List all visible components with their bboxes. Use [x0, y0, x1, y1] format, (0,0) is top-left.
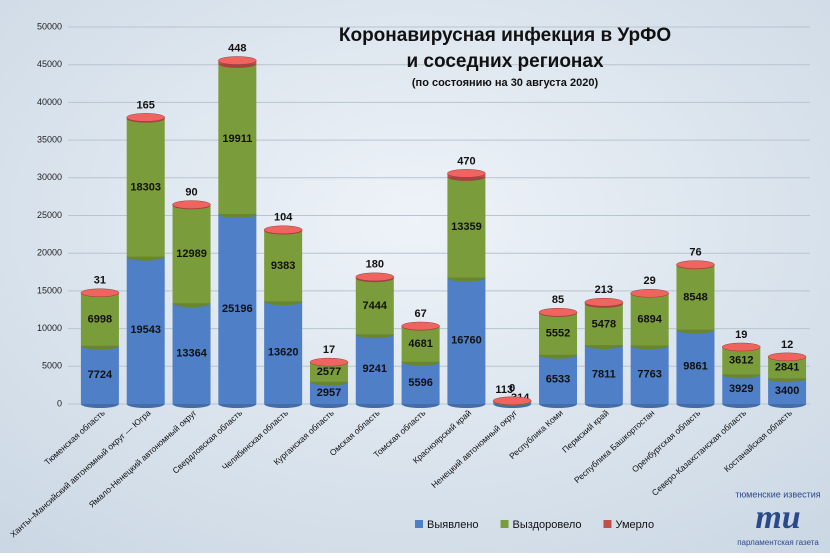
cylinder-cap: [676, 261, 714, 269]
value-label: 3929: [729, 383, 753, 395]
value-label: 180: [366, 259, 384, 271]
y-tick-label: 0: [57, 398, 62, 408]
legend-label: Выявлено: [427, 519, 479, 531]
y-tick-label: 25000: [37, 210, 62, 220]
cylinder-cap: [218, 57, 256, 65]
value-label: 9861: [683, 361, 707, 373]
value-label: 104: [274, 212, 293, 224]
value-label: 6533: [546, 373, 570, 385]
value-label: 13364: [176, 348, 207, 360]
cylinder-cap: [81, 289, 119, 297]
y-tick-label: 15000: [37, 285, 62, 295]
value-label: 3612: [729, 355, 753, 367]
value-label: 7811: [592, 368, 616, 380]
value-label: 19: [735, 329, 747, 341]
value-label: 90: [185, 187, 197, 199]
cylinder-cap: [173, 201, 211, 209]
value-label: 19543: [130, 324, 161, 336]
chart-title: Коронавирусная инфекция в УрФО: [339, 25, 671, 46]
value-label: 19911: [222, 133, 252, 145]
value-label: 7444: [363, 300, 388, 312]
cylinder-cap: [768, 353, 806, 361]
value-label: 2841: [775, 362, 799, 374]
y-tick-label: 50000: [37, 21, 62, 31]
value-label: 13620: [268, 347, 299, 359]
value-label: 25196: [222, 303, 253, 315]
cylinder-cap: [722, 343, 760, 351]
chart-title: и соседних регионах: [406, 51, 603, 72]
y-tick-label: 35000: [37, 134, 62, 144]
chart-subtitle: (по состоянию на 30 августа 2020): [412, 77, 599, 89]
value-label: 9241: [363, 363, 387, 375]
value-label: 5552: [546, 328, 570, 340]
value-label: 3400: [775, 385, 799, 397]
y-tick-label: 20000: [37, 248, 62, 258]
cylinder-cap: [310, 358, 348, 366]
logo-mark: ти: [755, 499, 800, 536]
cylinder-cap: [493, 397, 531, 405]
value-label: 16760: [451, 335, 482, 347]
cylinder-cap: [264, 226, 302, 234]
value-label: 12989: [176, 248, 207, 260]
value-label: 17: [323, 344, 335, 356]
value-label: 29: [644, 275, 656, 287]
value-label: 470: [457, 155, 475, 167]
legend-swatch: [415, 520, 423, 528]
y-tick-label: 45000: [37, 59, 62, 69]
y-tick-label: 30000: [37, 172, 62, 182]
value-label: 7763: [637, 369, 661, 381]
value-label: 5596: [408, 377, 432, 389]
value-label: 31: [94, 275, 106, 287]
logo-bottom: парламентская газета: [737, 538, 819, 547]
value-label: 2577: [317, 366, 341, 378]
value-label: 165: [137, 99, 155, 111]
cylinder-cap: [539, 308, 577, 316]
value-label: 6998: [88, 313, 112, 325]
value-label: 67: [414, 308, 426, 320]
legend-label: Умерло: [615, 519, 654, 531]
value-label: 9383: [271, 260, 295, 272]
value-label: 4681: [408, 338, 432, 350]
value-label: 0: [509, 383, 515, 395]
y-tick-label: 40000: [37, 97, 62, 107]
legend-swatch: [603, 520, 611, 528]
value-label: 85: [552, 294, 564, 306]
value-label: 6894: [637, 313, 662, 325]
value-label: 13359: [451, 221, 482, 233]
value-label: 2957: [317, 387, 341, 399]
value-label: 8548: [683, 291, 707, 303]
value-label: 18303: [130, 182, 161, 194]
y-tick-label: 5000: [42, 361, 62, 371]
legend-swatch: [501, 520, 509, 528]
value-label: 12: [781, 339, 793, 351]
legend-label: Выздоровело: [513, 519, 582, 531]
value-label: 7724: [88, 369, 113, 381]
cylinder-cap: [402, 322, 440, 330]
cylinder-cap: [631, 289, 669, 297]
cylinder-cap: [447, 169, 485, 177]
cylinder-cap: [585, 298, 623, 306]
cylinder-cap: [356, 273, 394, 281]
y-tick-label: 10000: [37, 323, 62, 333]
value-label: 76: [689, 247, 701, 259]
value-label: 5478: [592, 318, 616, 330]
value-label: 448: [228, 42, 246, 54]
value-label: 213: [595, 284, 613, 296]
cylinder-cap: [127, 113, 165, 121]
